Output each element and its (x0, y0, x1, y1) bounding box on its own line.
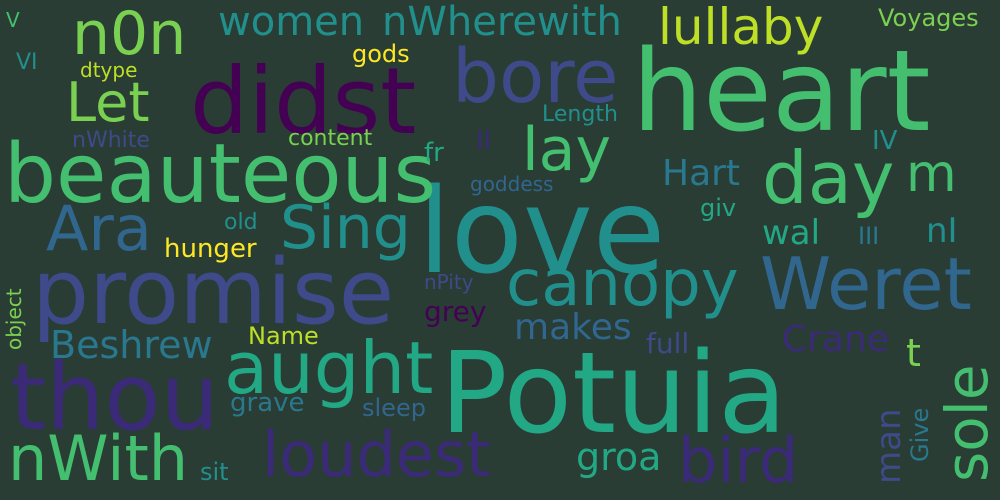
word-sing: Sing (280, 193, 411, 263)
word-thou: thou (10, 344, 219, 451)
word-women: women (218, 0, 365, 45)
word-hart: Hart (662, 153, 741, 194)
word-love: love (418, 162, 666, 300)
word-man: man (869, 408, 909, 484)
word-grey: grey (424, 295, 487, 328)
word-sole: sole (933, 364, 1000, 482)
word-n0n: n0n (72, 0, 187, 69)
word-sit: sit (200, 458, 229, 486)
word-crane: Crane (782, 319, 889, 360)
word-didst: didst (190, 48, 417, 155)
word-heart: heart (632, 27, 931, 157)
word-canopy: canopy (506, 247, 739, 321)
word-iii: III (858, 222, 880, 250)
word-content: content (288, 126, 373, 151)
word-name: Name (248, 322, 319, 350)
word-nwherewith: nWherewith (382, 0, 622, 45)
word-grave: grave (230, 388, 305, 418)
word-bird: bird (678, 424, 799, 497)
word-length: Length (542, 102, 618, 127)
word-full: full (646, 327, 690, 360)
word-bore: bore (452, 34, 619, 120)
word-hunger: hunger (164, 234, 257, 264)
word-goddess: goddess (470, 172, 554, 196)
word-v: V (6, 8, 20, 32)
word-gods: gods (352, 40, 410, 68)
word-dtype: dtype (80, 58, 138, 82)
word-makes: makes (514, 307, 632, 348)
word-giv: giv (700, 194, 737, 222)
word-voyages: Voyages (878, 4, 979, 32)
word-lullaby: lullaby (658, 0, 824, 56)
word-day: day (762, 136, 895, 220)
word-ii: II (476, 126, 492, 156)
word-npity: nPity (424, 270, 474, 294)
word-nwith: nWith (8, 422, 189, 495)
word-object: object (2, 288, 26, 350)
word-ni: nI (926, 211, 958, 251)
word-t: t (906, 331, 921, 375)
word-vi: VI (16, 50, 38, 75)
word-iv: IV (872, 126, 898, 156)
word-sleep: sleep (362, 394, 426, 422)
word-ara: Ara (46, 192, 152, 265)
word-weret: Weret (760, 242, 972, 326)
word-give: Give (906, 407, 934, 462)
word-wal: wal (762, 213, 821, 253)
word-potuia: Potuia (440, 329, 787, 459)
word-lay: lay (522, 115, 611, 185)
word-loudest: loudest (262, 418, 491, 491)
word-let: Let (66, 71, 150, 134)
word-aught: aught (224, 326, 434, 410)
word-fr: fr (424, 138, 444, 168)
word-groa: groa (576, 435, 662, 479)
word-nwhite: nWhite (72, 128, 150, 153)
word-promise: promise (32, 240, 395, 345)
word-beauteous: beauteous (4, 127, 437, 222)
word-beshrew: Beshrew (50, 323, 213, 367)
word-m: m (906, 144, 957, 204)
word-old: old (224, 210, 258, 235)
